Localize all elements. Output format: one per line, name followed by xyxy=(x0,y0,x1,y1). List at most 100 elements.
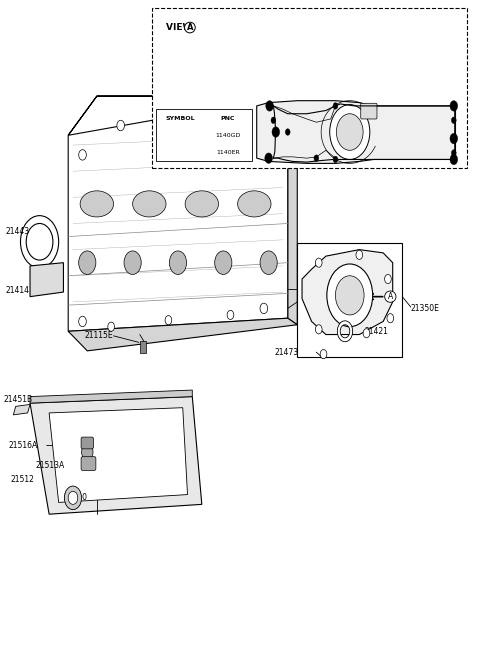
Circle shape xyxy=(266,100,274,111)
Bar xyxy=(140,341,145,353)
Text: b: b xyxy=(452,118,456,123)
Polygon shape xyxy=(13,405,30,415)
Circle shape xyxy=(336,276,364,315)
Text: b: b xyxy=(314,155,318,161)
Polygon shape xyxy=(68,318,297,351)
Text: a: a xyxy=(274,129,277,134)
Text: 1140EJ: 1140EJ xyxy=(280,74,306,83)
Circle shape xyxy=(260,100,268,111)
Text: 21451B: 21451B xyxy=(4,396,33,404)
Circle shape xyxy=(79,316,86,327)
Bar xyxy=(156,109,252,161)
Text: 26614: 26614 xyxy=(275,122,299,131)
Text: b: b xyxy=(286,129,289,134)
Circle shape xyxy=(333,102,338,109)
Text: b: b xyxy=(179,150,182,155)
Text: 26615: 26615 xyxy=(287,53,311,62)
Text: 21512: 21512 xyxy=(11,475,35,484)
FancyBboxPatch shape xyxy=(81,437,94,449)
Text: b: b xyxy=(334,157,337,162)
Ellipse shape xyxy=(132,191,166,217)
Circle shape xyxy=(265,153,273,163)
Circle shape xyxy=(215,251,232,274)
Ellipse shape xyxy=(238,191,271,217)
Text: 21350E: 21350E xyxy=(411,304,440,313)
Circle shape xyxy=(108,322,115,331)
Circle shape xyxy=(387,314,394,323)
Circle shape xyxy=(315,258,322,267)
Text: VIEW: VIEW xyxy=(166,23,195,32)
FancyBboxPatch shape xyxy=(361,103,377,119)
Text: b: b xyxy=(272,118,275,123)
Circle shape xyxy=(165,316,172,325)
Circle shape xyxy=(271,117,276,123)
Text: 21473: 21473 xyxy=(275,348,299,357)
Circle shape xyxy=(68,491,78,504)
Circle shape xyxy=(79,150,86,160)
Text: PNC: PNC xyxy=(221,115,235,121)
Circle shape xyxy=(363,329,370,338)
Polygon shape xyxy=(30,390,192,403)
Circle shape xyxy=(330,104,370,159)
Circle shape xyxy=(315,325,322,334)
Circle shape xyxy=(314,155,319,161)
Circle shape xyxy=(451,117,456,123)
Text: 1140ER: 1140ER xyxy=(216,150,240,155)
Circle shape xyxy=(227,310,234,319)
Circle shape xyxy=(279,133,287,144)
Circle shape xyxy=(260,251,277,274)
Circle shape xyxy=(117,120,124,131)
Text: 26612B: 26612B xyxy=(278,90,307,98)
Circle shape xyxy=(327,264,372,327)
Polygon shape xyxy=(257,100,455,163)
Circle shape xyxy=(356,251,363,259)
Text: a: a xyxy=(452,136,456,141)
Circle shape xyxy=(285,129,290,135)
Circle shape xyxy=(189,100,196,111)
Text: a: a xyxy=(179,133,182,138)
Polygon shape xyxy=(68,96,288,331)
Circle shape xyxy=(64,486,82,510)
Text: a: a xyxy=(452,157,456,162)
Circle shape xyxy=(336,113,363,150)
FancyBboxPatch shape xyxy=(152,8,467,168)
Text: 21115E: 21115E xyxy=(85,331,114,340)
Circle shape xyxy=(82,444,93,460)
Text: 21516A: 21516A xyxy=(9,441,38,450)
Text: a: a xyxy=(452,104,456,108)
Text: 1140GD: 1140GD xyxy=(216,133,241,138)
Circle shape xyxy=(450,154,457,165)
Circle shape xyxy=(261,23,272,39)
Polygon shape xyxy=(30,397,202,514)
Circle shape xyxy=(272,127,280,137)
Text: a: a xyxy=(268,104,271,108)
Text: b: b xyxy=(452,150,456,155)
FancyBboxPatch shape xyxy=(251,59,260,68)
Circle shape xyxy=(320,350,327,359)
Polygon shape xyxy=(68,96,297,135)
Text: b: b xyxy=(334,104,337,108)
Circle shape xyxy=(169,251,187,274)
Text: 21443: 21443 xyxy=(5,227,29,236)
Circle shape xyxy=(79,251,96,274)
Polygon shape xyxy=(302,250,393,335)
Text: 21414: 21414 xyxy=(5,285,29,295)
Text: 26611: 26611 xyxy=(336,39,360,49)
Text: A: A xyxy=(187,23,193,32)
Circle shape xyxy=(260,303,268,314)
Text: 21421: 21421 xyxy=(364,327,388,336)
Circle shape xyxy=(450,100,457,111)
Circle shape xyxy=(451,150,456,156)
Text: 21513A: 21513A xyxy=(36,461,65,470)
Circle shape xyxy=(384,274,391,283)
Ellipse shape xyxy=(80,191,114,217)
Circle shape xyxy=(124,251,141,274)
Text: 21510: 21510 xyxy=(63,493,87,502)
FancyBboxPatch shape xyxy=(81,457,96,470)
Text: A: A xyxy=(388,292,393,301)
Polygon shape xyxy=(49,407,188,502)
Circle shape xyxy=(333,156,338,163)
Circle shape xyxy=(450,133,457,144)
Text: SYMBOL: SYMBOL xyxy=(166,115,195,121)
Ellipse shape xyxy=(185,191,218,217)
